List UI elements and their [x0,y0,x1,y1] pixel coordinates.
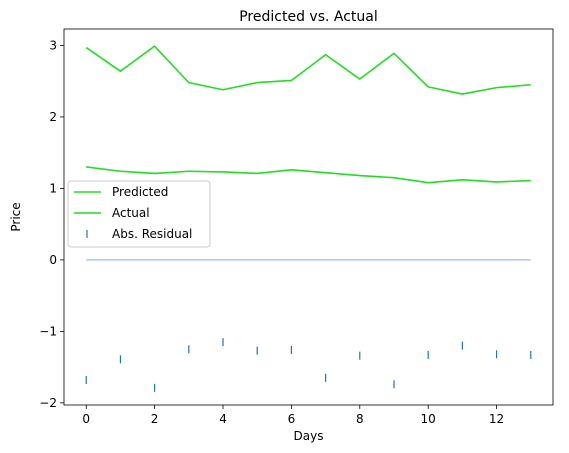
axes-frame [63,28,554,406]
x-tick-label: 8 [356,412,364,426]
y-tick-label: −1 [39,324,57,338]
legend-label-abs-residual: Abs. Residual [112,227,192,241]
y-tick-label: −2 [39,396,57,410]
x-tick-label: 6 [288,412,296,426]
plot-area [85,45,532,392]
x-tick-label: 0 [82,412,90,426]
y-tick-label: 3 [49,38,57,52]
x-axis-label: Days [294,429,324,443]
legend-box [67,180,211,248]
y-tick-label: 1 [49,181,57,195]
chart-title: Predicted vs. Actual [239,9,378,25]
x-tick-label: 10 [421,412,436,426]
series-line-predicted [85,45,531,95]
x-tick-label: 12 [489,412,504,426]
legend: Predicted Actual Abs. Residual [67,180,211,248]
x-axis: 0 2 4 6 8 10 12 [82,405,504,426]
y-axis-label: Price [9,202,23,231]
series-line-actual [86,166,531,184]
legend-label-predicted: Predicted [112,185,168,199]
x-tick-label: 2 [151,412,159,426]
y-tick-label: 0 [49,253,57,267]
x-tick-label: 4 [219,412,227,426]
legend-label-actual: Actual [112,206,150,220]
y-tick-label: 2 [49,110,57,124]
y-axis: −2 −1 0 1 2 3 [39,38,64,410]
